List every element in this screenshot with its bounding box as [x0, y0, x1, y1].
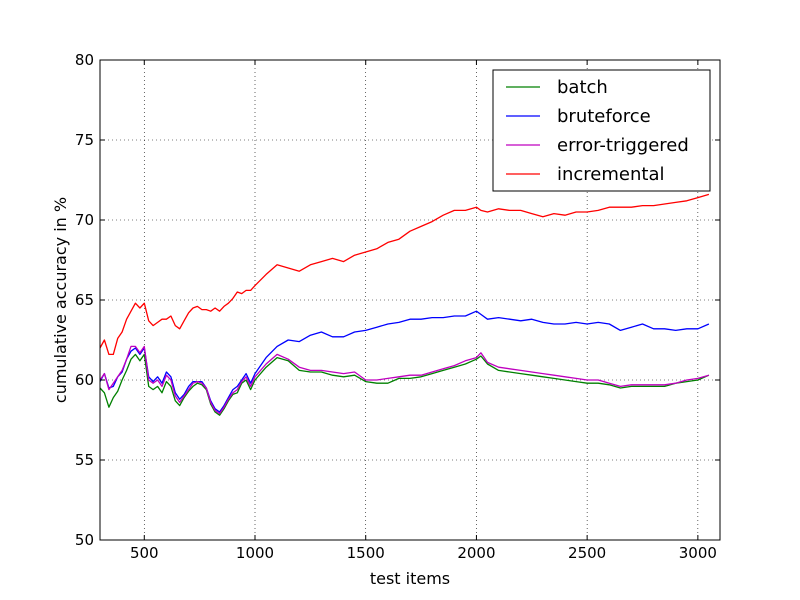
- legend-label: error-triggered: [557, 135, 689, 156]
- x-tick-label: 1500: [347, 544, 385, 562]
- y-tick-label: 50: [75, 531, 94, 549]
- legend-box: [492, 69, 711, 192]
- axis-ticks: 500 1000 1500 2000 2500 3000 50 55 60 65 70 75 80: [75, 51, 720, 562]
- y-axis-label: cumulative accuracy in %: [51, 197, 70, 403]
- series-line-incremental: [99, 193, 710, 356]
- y-tick-label: 80: [75, 51, 94, 69]
- series-layer: [99, 193, 710, 416]
- y-tick-label: 75: [75, 131, 94, 149]
- legend-label: incremental: [557, 164, 665, 185]
- y-tick-label: 70: [75, 211, 94, 229]
- y-tick-label: 60: [75, 371, 94, 389]
- x-tick-label: 3000: [679, 544, 717, 562]
- y-tick-label: 55: [75, 451, 94, 469]
- y-tick-label: 65: [75, 291, 94, 309]
- grid: [100, 60, 720, 540]
- series-line-batch: [99, 353, 710, 416]
- series-line-bruteforce: [99, 310, 710, 413]
- x-axis-label: test items: [370, 569, 450, 588]
- legend: batch bruteforce error-triggered incrementa…: [492, 69, 711, 192]
- x-tick-label: 500: [130, 544, 159, 562]
- legend-label: bruteforce: [557, 106, 651, 127]
- x-tick-label: 2000: [457, 544, 495, 562]
- legend-label: batch: [557, 77, 608, 98]
- series-line-error-triggered: [99, 345, 710, 415]
- x-tick-label: 2500: [568, 544, 606, 562]
- x-tick-label: 1000: [236, 544, 274, 562]
